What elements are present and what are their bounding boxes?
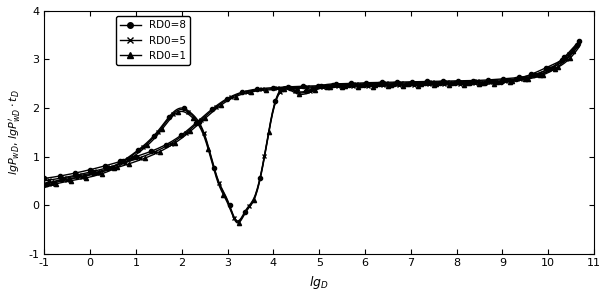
Legend: RD0=8, RD0=5, RD0=1: RD0=8, RD0=5, RD0=1 bbox=[116, 16, 190, 65]
Y-axis label: $lgP_{wD}$, $lgP_{wD}^{\prime}\cdot t_D$: $lgP_{wD}$, $lgP_{wD}^{\prime}\cdot t_D$ bbox=[7, 89, 23, 175]
X-axis label: $lg_D$: $lg_D$ bbox=[309, 274, 329, 291]
